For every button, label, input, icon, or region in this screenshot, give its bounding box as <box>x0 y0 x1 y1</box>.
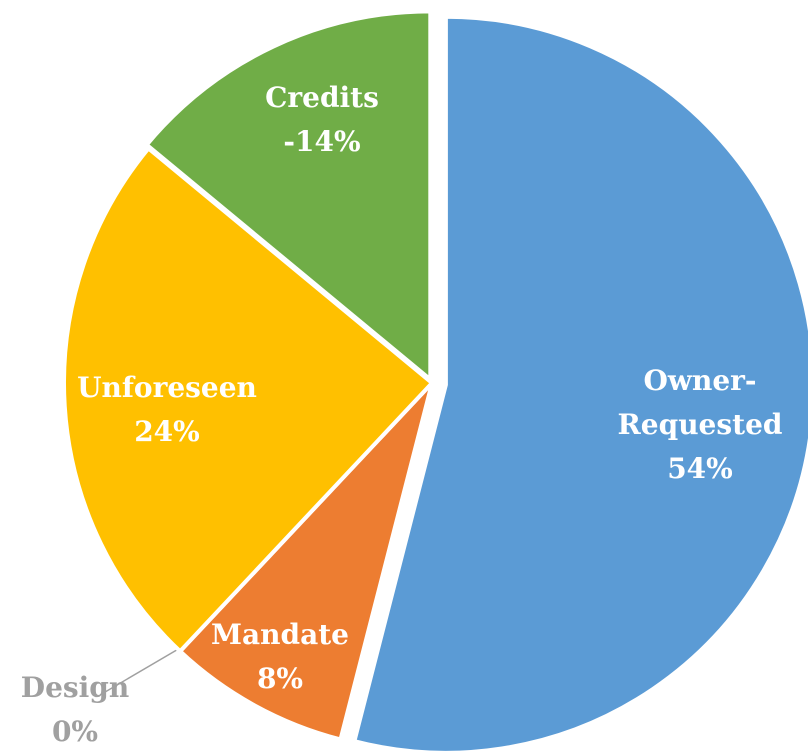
category-label: Unforeseen <box>77 371 257 404</box>
value-label: 24% <box>134 415 200 448</box>
pie-slice <box>62 146 434 654</box>
category-label: Mandate <box>211 618 349 651</box>
data-label: Unforeseen 24% <box>67 366 267 454</box>
leader-line <box>99 643 188 696</box>
category-label: Design <box>20 671 130 704</box>
pie-slice <box>144 9 433 382</box>
value-label: 54% <box>667 452 733 485</box>
pie-slice <box>352 14 808 755</box>
data-label: Mandate 8% <box>180 613 380 701</box>
pie-slice <box>178 381 434 742</box>
category-label: Credits <box>265 81 379 114</box>
value-label: 8% <box>256 662 304 695</box>
data-label: Owner-Requested 54% <box>605 359 795 491</box>
data-label: Design 0% <box>0 666 175 754</box>
value-label: -14% <box>283 125 361 158</box>
data-label: Credits -14% <box>222 76 422 164</box>
category-label: Owner-Requested <box>617 364 783 441</box>
value-label: 0% <box>51 715 99 748</box>
